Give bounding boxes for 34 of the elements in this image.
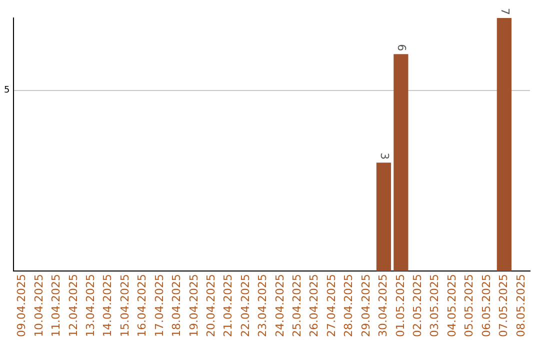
data-label: 3 [378,152,391,160]
x-tick-label: 10.04.2025 [32,274,46,338]
x-tick-label: 28.04.2025 [342,274,356,338]
x-tick-label: 02.05.2025 [411,274,424,338]
x-tick-label: 06.05.2025 [480,274,493,338]
x-tick-label: 16.04.2025 [136,274,149,338]
x-tick-label: 20.04.2025 [204,274,218,338]
x-tick-label: 18.04.2025 [170,274,184,338]
x-tick-label: 14.04.2025 [101,274,114,338]
x-tick-label: 08.05.2025 [514,274,528,338]
x-tick-label: 15.04.2025 [118,274,132,338]
x-tick-label: 04.05.2025 [445,274,458,338]
x-tick-label: 26.04.2025 [308,274,321,338]
x-tick-label: 23.04.2025 [256,274,270,338]
data-label: 6 [395,44,408,52]
x-tick-label: 24.04.2025 [273,274,286,338]
x-tick-label: 03.05.2025 [428,274,442,338]
x-tick-label: 12.04.2025 [66,274,80,338]
x-tick-label: 30.04.2025 [376,274,390,338]
x-tick-label: 01.05.2025 [394,274,407,338]
x-tick-label: 17.04.2025 [152,274,166,338]
y-tick-label: 5 [4,86,10,96]
data-label: 7 [498,8,512,15]
x-tick-label: 25.04.2025 [290,274,304,338]
x-tick-label: 11.04.2025 [50,274,63,338]
x-tick-label: 19.04.2025 [187,274,200,338]
x-tick-label: 07.05.2025 [497,274,510,338]
x-tick-label: 05.05.2025 [462,274,476,338]
x-tick-label: 21.04.2025 [222,274,235,338]
x-tick-label: 09.04.2025 [15,274,28,338]
x-tick-label: 22.04.2025 [238,274,252,338]
x-tick-label: 27.04.2025 [324,274,338,338]
x-tick-label: 29.04.2025 [359,274,372,338]
x-tick-label: 13.04.2025 [84,274,98,338]
